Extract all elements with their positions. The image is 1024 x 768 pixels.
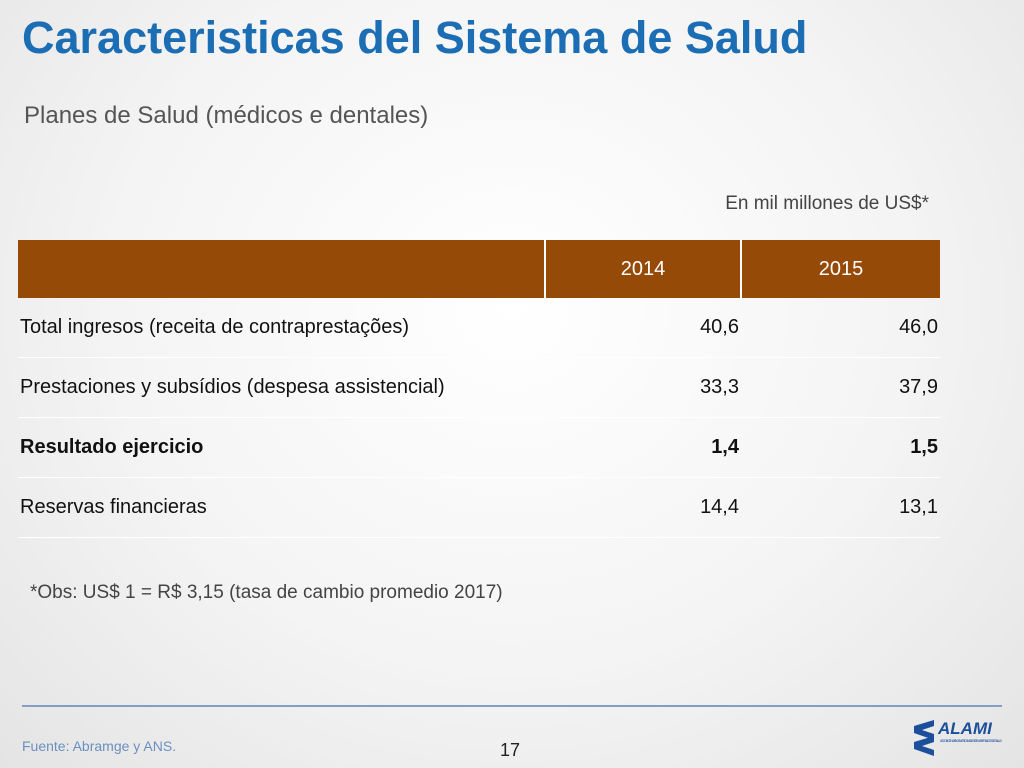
header-cell: 2014 — [544, 240, 741, 298]
table-row: Reservas financieras 14,4 13,1 — [18, 477, 940, 538]
logo-icon — [914, 720, 934, 740]
table-row: Prestaciones y subsídios (despesa assist… — [18, 357, 940, 418]
value-cell: 13,1 — [741, 477, 940, 538]
table-row: Total ingresos (receita de contraprestaç… — [18, 298, 940, 358]
data-table: 2014 2015 Total ingresos (receita de con… — [18, 240, 940, 538]
logo-text: ALAMI — [937, 719, 993, 738]
table-body: Total ingresos (receita de contraprestaç… — [18, 298, 940, 538]
header-cell — [18, 240, 545, 298]
unit-note: En mil millones de US$* — [725, 193, 929, 214]
value-cell: 37,9 — [741, 357, 940, 418]
logo: ALAMI ASOCIACIÓN LATINOAMERICANA DE SIST… — [914, 719, 1003, 756]
value-cell: 40,6 — [545, 298, 741, 358]
logo-icon — [914, 736, 934, 756]
table-row: Resultado ejercicio 1,4 1,5 — [18, 417, 940, 478]
row-label: Resultado ejercicio — [18, 417, 545, 478]
row-label: Total ingresos (receita de contraprestaç… — [18, 298, 545, 358]
note: *Obs: US$ 1 = R$ 3,15 (tasa de cambio pr… — [30, 582, 503, 603]
value-cell: 46,0 — [741, 298, 940, 358]
subtitle: Planes de Salud (médicos e dentales) — [24, 102, 429, 129]
header-row: 2014 2015 — [18, 240, 940, 298]
value-cell: 33,3 — [545, 357, 741, 418]
page-number: 17 — [500, 740, 521, 760]
title: Caracteristicas del Sistema de Salud — [22, 12, 808, 63]
divider — [22, 705, 1002, 707]
logo-caption: ASOCIACIÓN LATINOAMERICANA DE SISTEMAS P… — [940, 738, 1003, 743]
row-label: Prestaciones y subsídios (despesa assist… — [18, 357, 545, 418]
row-label: Reservas financieras — [18, 477, 545, 538]
value-cell: 1,4 — [545, 417, 741, 478]
header-cell: 2015 — [740, 240, 940, 298]
source: Fuente: Abramge y ANS. — [22, 738, 177, 754]
value-cell: 1,5 — [741, 417, 940, 478]
value-cell: 14,4 — [545, 477, 741, 538]
